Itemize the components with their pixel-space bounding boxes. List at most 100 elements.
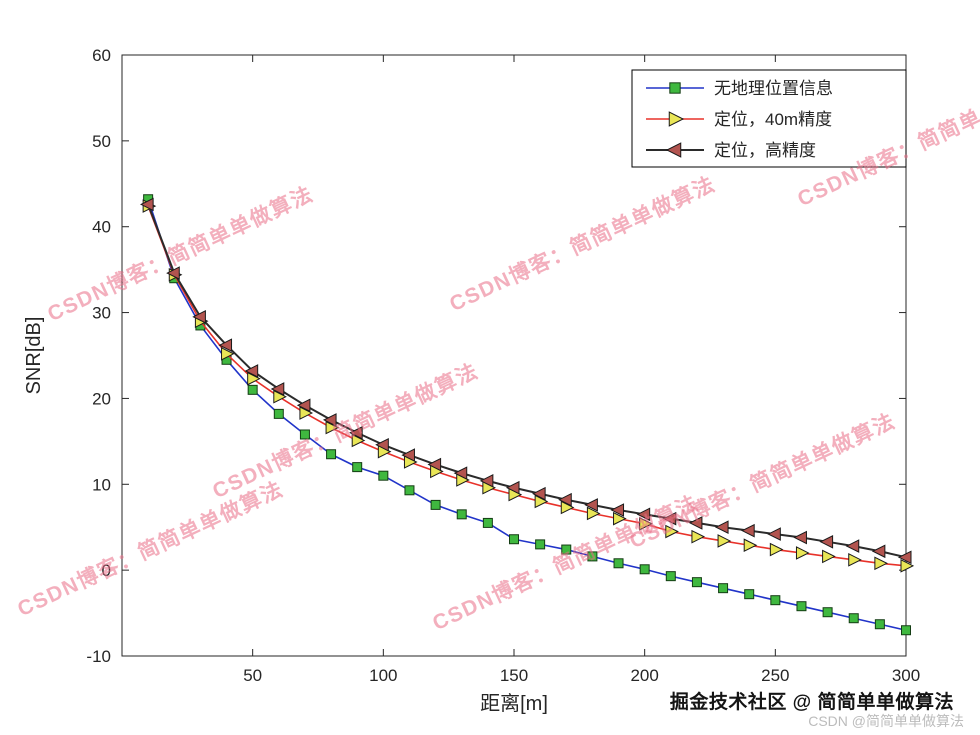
marker-triangle-right: [221, 346, 235, 361]
marker-triangle-right: [325, 420, 340, 435]
marker-triangle-left: [218, 338, 233, 353]
marker-square: [874, 619, 885, 630]
marker-square: [535, 539, 546, 550]
footer-juejin-credit: 掘金技术社区 @ 简简单单做算法: [669, 692, 954, 713]
marker-triangle-left: [505, 480, 520, 495]
marker-triangle-right: [560, 500, 575, 515]
marker-triangle-left: [636, 507, 651, 522]
marker-square: [587, 551, 598, 562]
marker-triangle-left: [845, 539, 860, 553]
marker-square: [796, 601, 807, 612]
legend-label: 无地理位置信息: [714, 79, 833, 98]
marker-triangle-left: [819, 535, 834, 549]
marker-square: [665, 571, 676, 582]
y-axis-label: SNR[dB]: [23, 317, 45, 395]
marker-triangle-right: [691, 529, 706, 544]
marker-square: [352, 462, 363, 473]
marker-triangle-left: [375, 437, 389, 452]
marker-square: [822, 607, 833, 618]
marker-triangle-left: [532, 486, 546, 501]
marker-square: [639, 564, 650, 575]
marker-triangle-left: [140, 197, 154, 212]
marker-triangle-left: [871, 544, 886, 559]
y-tick-label: 60: [92, 46, 111, 65]
series-3: [140, 197, 912, 565]
marker-square: [299, 429, 310, 440]
marker-triangle-right: [586, 506, 601, 521]
marker-triangle-right: [665, 524, 679, 539]
marker-triangle-left: [479, 474, 494, 488]
marker-triangle-left: [767, 527, 781, 541]
marker-triangle-left: [714, 520, 729, 535]
marker-triangle-right: [668, 111, 685, 127]
marker-triangle-left: [741, 523, 755, 538]
marker-triangle-left: [453, 466, 468, 480]
x-tick-label: 250: [761, 666, 789, 685]
marker-square: [848, 613, 859, 624]
marker-triangle-right: [822, 549, 836, 564]
marker-triangle-left: [688, 516, 703, 530]
y-tick-label: 10: [92, 475, 111, 494]
marker-triangle-right: [299, 406, 314, 420]
marker-square: [456, 509, 467, 520]
marker-square: [613, 558, 624, 569]
marker-square: [561, 544, 572, 555]
marker-triangle-right: [273, 389, 287, 404]
marker-square: [430, 499, 441, 510]
marker-triangle-right: [769, 542, 784, 557]
x-tick-label: 150: [500, 666, 528, 685]
x-tick-label: 100: [369, 666, 397, 685]
x-tick-label: 300: [892, 666, 920, 685]
marker-triangle-right: [743, 538, 758, 553]
marker-square: [669, 82, 681, 94]
marker-triangle-right: [534, 494, 549, 509]
marker-triangle-left: [665, 142, 682, 158]
legend-entry-1: 无地理位置信息: [646, 79, 833, 98]
marker-triangle-left: [610, 503, 625, 517]
marker-square: [247, 384, 258, 395]
marker-triangle-right: [351, 433, 366, 448]
legend-entry-3: 定位，高精度: [646, 141, 816, 160]
marker-triangle-right: [900, 559, 915, 573]
series-1: [143, 194, 911, 636]
legend-label: 定位，高精度: [714, 141, 816, 160]
marker-square: [378, 470, 389, 481]
legend-label: 定位，40m精度: [714, 110, 832, 129]
marker-triangle-left: [427, 457, 442, 472]
footer-csdn-credit: CSDN @简简单单做算法: [808, 713, 964, 729]
marker-triangle-right: [247, 371, 261, 386]
y-tick-label: -10: [86, 647, 111, 666]
x-tick-label: 200: [630, 666, 658, 685]
marker-triangle-right: [639, 516, 653, 531]
series-2: [142, 199, 915, 573]
y-tick-label: 0: [102, 561, 111, 580]
marker-triangle-left: [793, 530, 807, 545]
x-tick-label: 50: [243, 666, 262, 685]
y-tick-label: 40: [92, 218, 111, 237]
marker-triangle-left: [296, 398, 311, 413]
marker-triangle-left: [244, 364, 259, 378]
marker-triangle-left: [192, 310, 206, 324]
x-axis-label: 距离[m]: [480, 692, 548, 715]
marker-square: [901, 625, 911, 636]
marker-triangle-left: [401, 448, 415, 462]
marker-triangle-right: [874, 556, 888, 571]
marker-square: [770, 595, 781, 606]
marker-triangle-right: [717, 534, 732, 548]
marker-square: [404, 485, 415, 496]
marker-triangle-left: [166, 266, 180, 280]
legend-entry-2: 定位，40m精度: [646, 110, 832, 129]
marker-triangle-left: [322, 413, 337, 427]
marker-square: [273, 408, 284, 419]
marker-triangle-left: [584, 498, 598, 512]
marker-square: [718, 583, 729, 594]
marker-triangle-left: [270, 382, 285, 396]
marker-triangle-right: [613, 511, 627, 526]
marker-square: [691, 577, 702, 588]
y-tick-label: 20: [92, 389, 111, 408]
marker-square: [509, 534, 519, 545]
marker-triangle-left: [349, 425, 363, 440]
